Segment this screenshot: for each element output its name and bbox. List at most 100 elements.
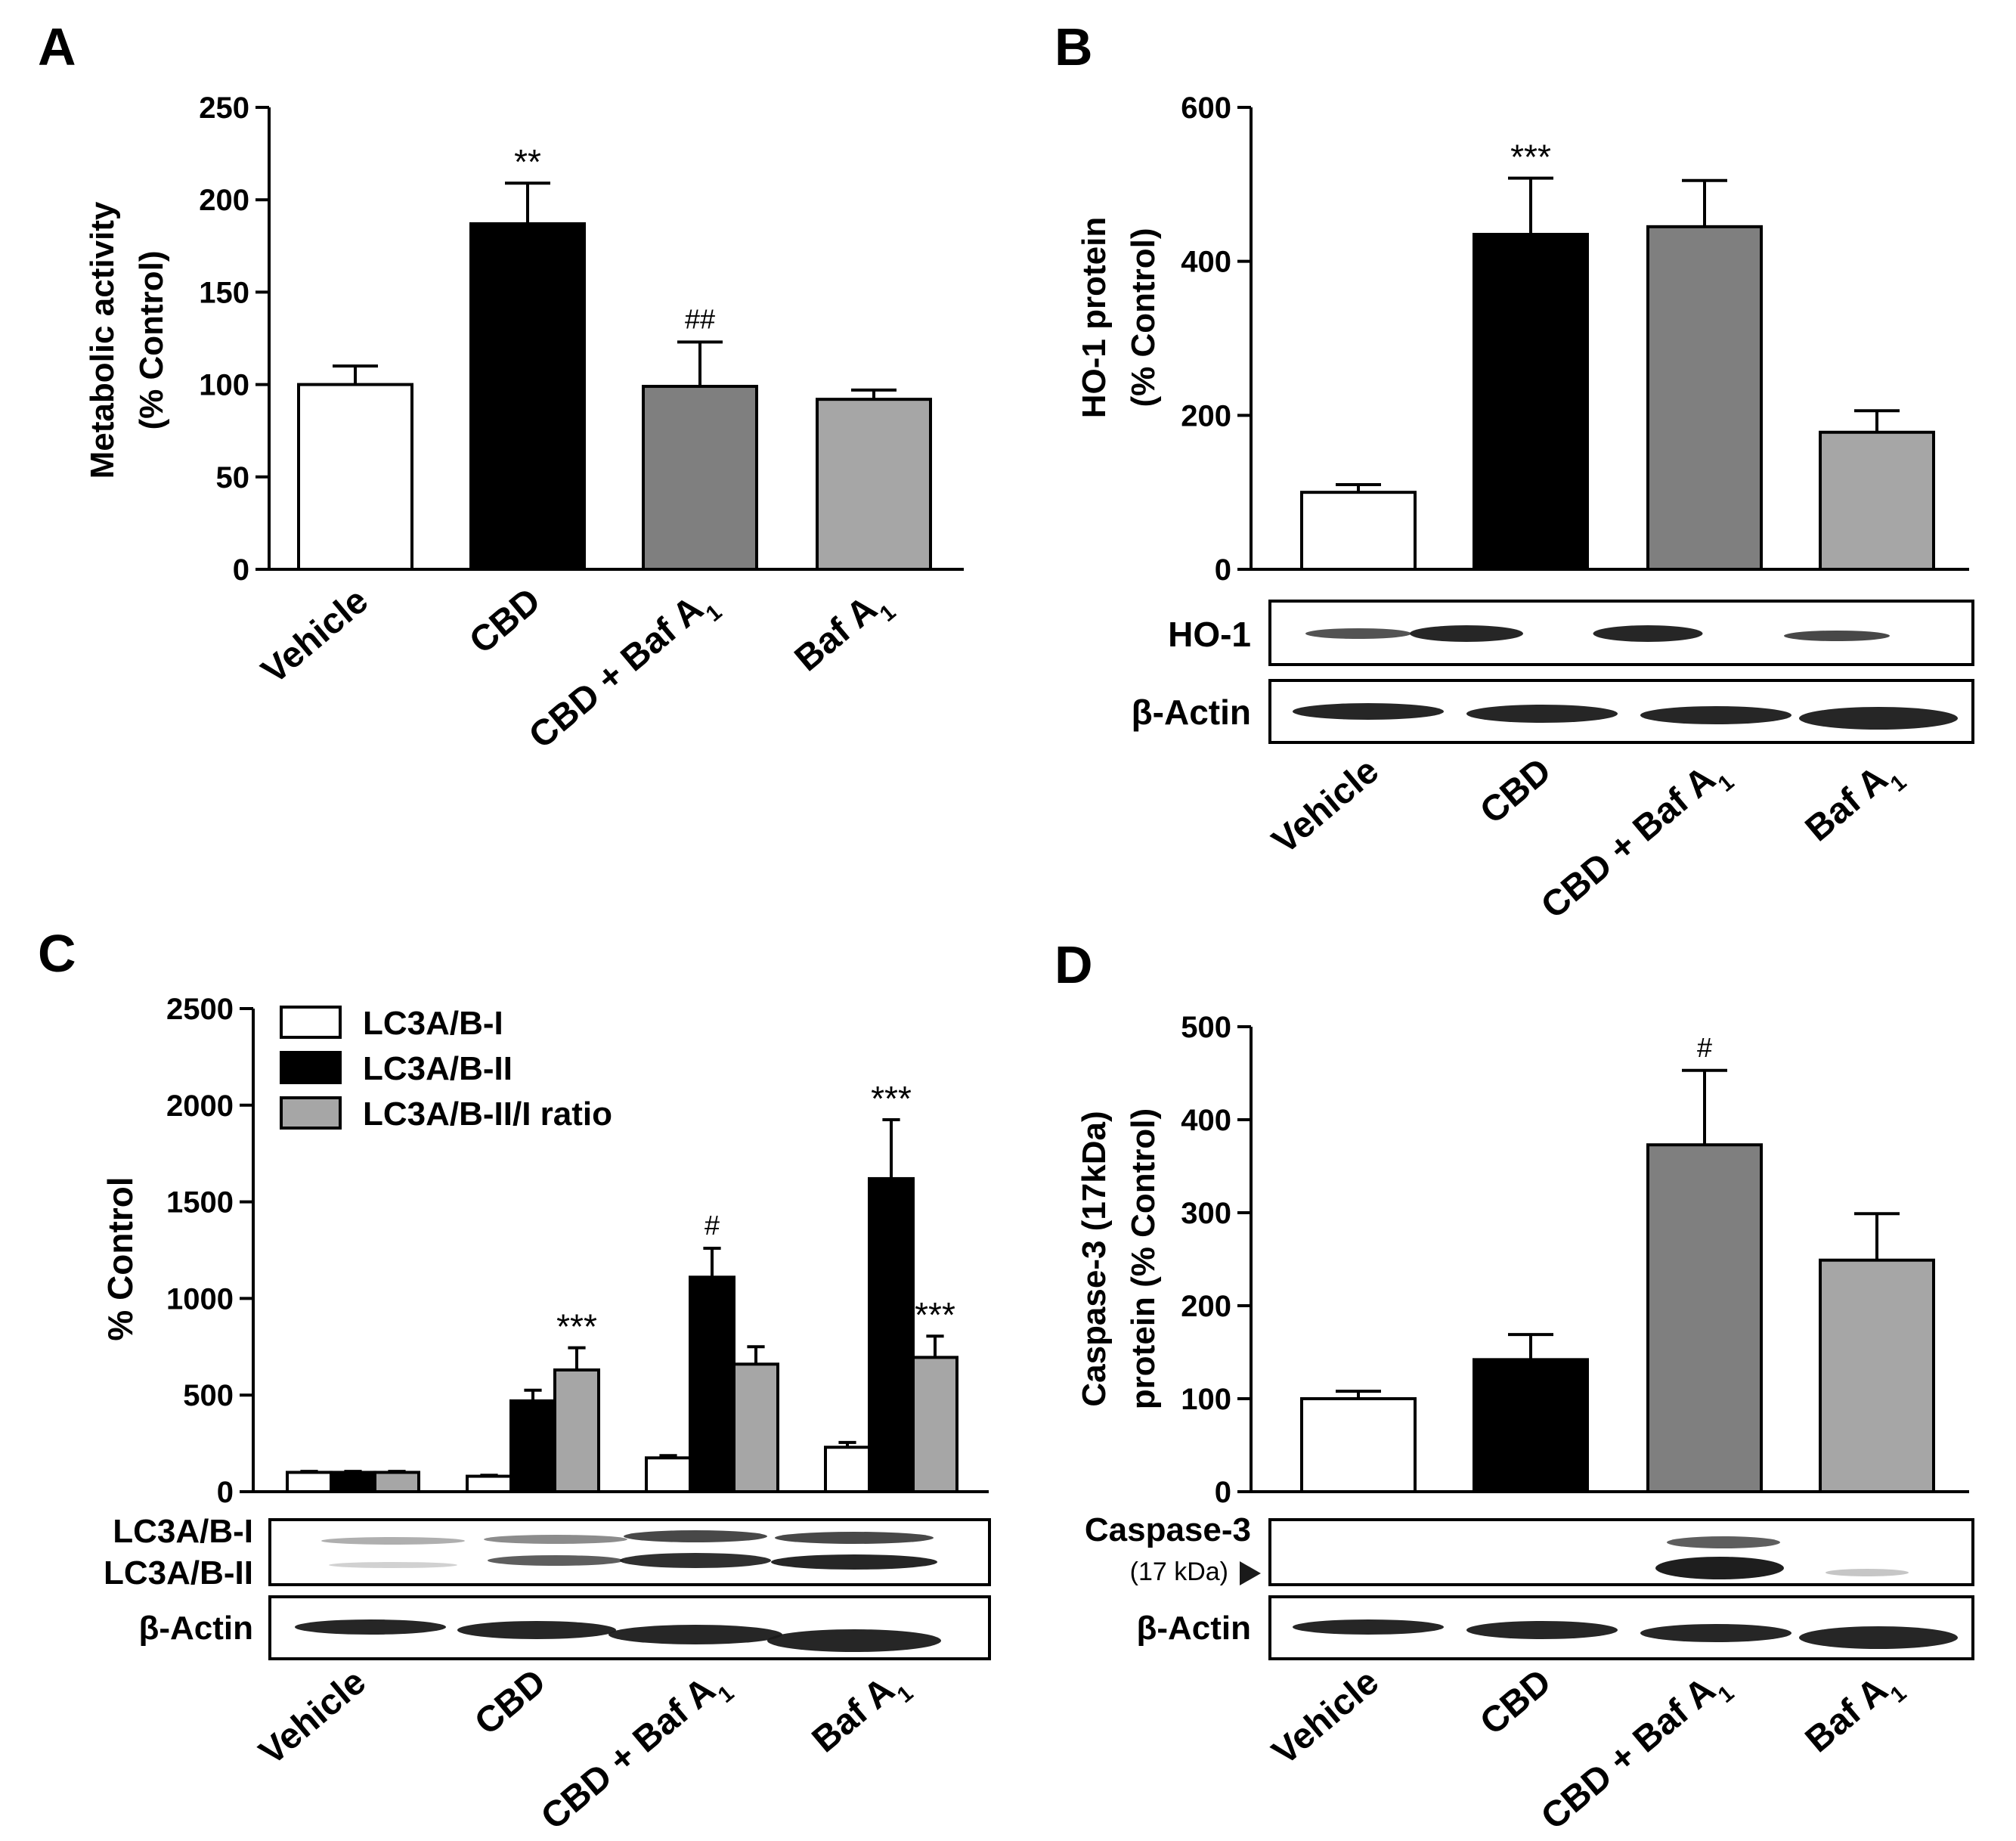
panel-c-bar	[824, 1446, 871, 1494]
panel-c-blot-lc3	[268, 1518, 991, 1586]
panel-d-category-label: CBD + Baf A1	[1534, 1662, 1739, 1841]
panel-c-ytick-label: 500	[183, 1379, 234, 1412]
panel-a-category-label: CBD + Baf A1	[522, 581, 726, 764]
panel-c-band	[457, 1621, 616, 1639]
panel-d-ylabel: Caspase-3 (17kDa)	[1076, 1111, 1113, 1406]
panel-c-legend-swatch	[280, 1096, 342, 1130]
panel-c-ylabel: % Control	[101, 1176, 140, 1340]
panel-c-ytick-label: 1500	[166, 1186, 234, 1220]
panel-a-ytick-label: 0	[233, 553, 249, 587]
panel-c-category-label: CBD	[467, 1662, 553, 1743]
panel-c-bar	[373, 1471, 420, 1493]
panel-d-letter: D	[1054, 935, 1093, 994]
panel-a-bar	[297, 383, 413, 571]
panel-c-band	[771, 1554, 937, 1570]
panel-d-arrowhead-icon	[1240, 1561, 1261, 1585]
panel-c-annotation: ***	[871, 1079, 912, 1118]
panel-b-letter: B	[1054, 17, 1093, 76]
panel-d-band	[1799, 1626, 1958, 1649]
panel-b-category-label: Vehicle	[1265, 751, 1386, 862]
panel-a-ytick-label: 250	[199, 91, 249, 125]
panel-c-bar	[553, 1368, 600, 1494]
panel-d-blot-label: β-Actin	[1136, 1610, 1251, 1647]
panel-c-bar	[912, 1356, 958, 1494]
panel-d-annotation: #	[1697, 1032, 1712, 1063]
panel-d-ytick-label: 300	[1181, 1197, 1231, 1230]
panel-c-ytick-label: 2500	[166, 993, 234, 1026]
panel-b-ylabel: (% Control)	[1125, 228, 1162, 407]
panel-c-bar	[330, 1471, 376, 1493]
panel-d-band	[1655, 1557, 1784, 1579]
panel-c-ytick-label: 0	[217, 1476, 234, 1509]
panel-a-ytick-label: 50	[216, 461, 250, 494]
panel-b-bar	[1646, 225, 1763, 571]
panel-d-band	[1640, 1624, 1791, 1642]
panel-c-legend-label: LC3A/B-II	[363, 1050, 513, 1087]
panel-a-bar	[469, 222, 586, 571]
panel-d-bar	[1819, 1258, 1935, 1493]
panel-c-band	[329, 1562, 457, 1568]
panel-d-bar	[1473, 1358, 1589, 1493]
panel-b-band	[1305, 628, 1411, 639]
panel-d-category-label: Baf A1	[1798, 1662, 1911, 1768]
panel-c-category-label: CBD + Baf A1	[534, 1662, 739, 1841]
panel-c-category-label: Vehicle	[252, 1662, 373, 1773]
panel-b-blot-label: β-Actin	[1132, 693, 1251, 732]
panel-c-band	[295, 1619, 446, 1635]
panel-c-ytick-label: 1000	[166, 1282, 234, 1316]
panel-a-category-label: CBD	[462, 581, 548, 662]
panel-c-blot-label: LC3A/B-I	[113, 1513, 253, 1550]
panel-c-bar	[509, 1399, 556, 1494]
panel-c-blot-label: LC3A/B-II	[104, 1554, 253, 1592]
panel-c-annotation: ***	[915, 1295, 955, 1334]
panel-b-band	[1593, 625, 1703, 642]
panel-c-bar	[645, 1456, 692, 1494]
panel-b-band	[1293, 703, 1444, 720]
panel-a-ylabel: (% Control)	[133, 250, 170, 429]
panel-d-blot-label: (17 kDa)	[1130, 1557, 1228, 1586]
panel-d-band	[1466, 1621, 1618, 1639]
panel-a-annotation: ##	[685, 303, 715, 334]
panel-b-band	[1784, 631, 1890, 641]
panel-d-blot-label: Caspase-3	[1085, 1511, 1251, 1548]
panel-b-bar	[1300, 491, 1417, 572]
panel-a-bar	[816, 398, 932, 571]
panel-c-bar	[466, 1474, 513, 1494]
panel-a-bar	[642, 385, 758, 571]
panel-c-band	[775, 1532, 934, 1544]
panel-b-bar	[1473, 233, 1589, 571]
panel-b-ytick-label: 600	[1181, 91, 1231, 125]
panel-a-ytick-label: 100	[199, 369, 249, 402]
panel-a-letter: A	[38, 17, 76, 76]
panel-d-ytick-label: 400	[1181, 1104, 1231, 1137]
panel-b-band	[1799, 707, 1958, 730]
panel-d-ytick-label: 100	[1181, 1383, 1231, 1416]
panel-c-band	[609, 1625, 782, 1644]
panel-d-bar	[1300, 1397, 1417, 1493]
panel-c-band	[321, 1537, 465, 1545]
panel-b-category-label: Baf A1	[1798, 751, 1911, 857]
panel-a-ylabel: Metabolic activity	[84, 201, 121, 479]
panel-c-band	[484, 1535, 627, 1544]
panel-b-ytick-label: 0	[1215, 553, 1231, 587]
panel-c-band	[624, 1530, 767, 1542]
panel-b-band	[1410, 625, 1523, 642]
panel-c-ytick-label: 2000	[166, 1089, 234, 1123]
panel-c-bar	[732, 1362, 779, 1493]
panel-b-ylabel: HO-1 protein	[1076, 217, 1113, 418]
panel-b-bar	[1819, 430, 1935, 572]
panel-b-annotation: ***	[1510, 138, 1551, 177]
panel-b-category-label: CBD	[1473, 751, 1559, 832]
panel-c-legend-label: LC3A/B-I	[363, 1005, 503, 1042]
panel-c-letter: C	[38, 924, 76, 983]
panel-a-ytick-label: 200	[199, 184, 249, 217]
panel-d-ylabel: protein (% Control)	[1125, 1108, 1162, 1409]
panel-d-band	[1293, 1619, 1444, 1635]
panel-c-annotation: ***	[556, 1307, 597, 1347]
panel-a-ytick-label: 150	[199, 276, 249, 309]
panel-a-category-label: Vehicle	[254, 581, 376, 692]
panel-d-ytick-label: 0	[1215, 1476, 1231, 1509]
panel-c-band	[620, 1553, 771, 1568]
panel-d-bar	[1646, 1143, 1763, 1493]
